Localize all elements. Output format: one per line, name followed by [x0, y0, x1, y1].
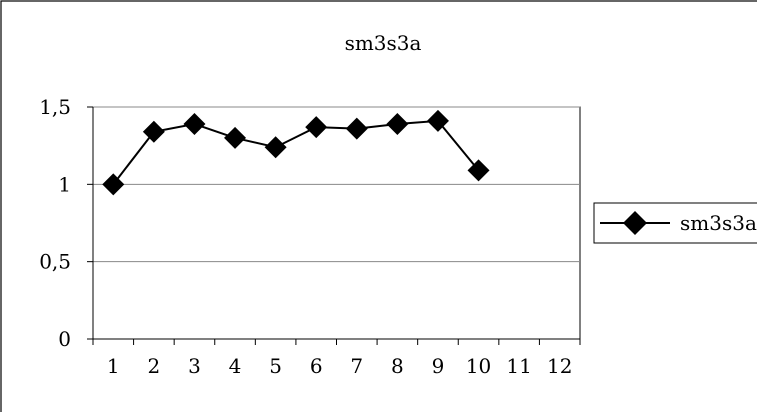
y-tick-label: 1 — [58, 172, 71, 196]
x-tick-label: 7 — [350, 354, 363, 378]
data-point-diamond — [345, 117, 368, 140]
series-sm3s3a — [102, 109, 490, 196]
data-point-diamond — [467, 159, 490, 182]
x-tick-label: 4 — [229, 354, 242, 378]
x-tick-label: 1 — [107, 354, 120, 378]
x-tick-label: 9 — [432, 354, 445, 378]
data-point-diamond — [264, 136, 287, 159]
y-tick-label: 0 — [58, 327, 71, 351]
x-tick-label: 6 — [310, 354, 323, 378]
data-point-diamond — [142, 120, 165, 143]
x-tick-label: 5 — [269, 354, 282, 378]
data-point-diamond — [305, 116, 328, 139]
x-tick-label: 3 — [188, 354, 201, 378]
x-tick-label: 2 — [148, 354, 161, 378]
data-point-diamond — [183, 113, 206, 136]
data-point-diamond — [386, 113, 409, 136]
series-line — [112, 119, 480, 185]
chart-title: sm3s3a — [345, 31, 422, 55]
y-tick-label: 1,5 — [39, 95, 71, 119]
plot-area — [92, 106, 581, 340]
legend: sm3s3a — [593, 202, 757, 244]
x-tick-label: 12 — [547, 354, 572, 378]
y-axis: 0 0,5 1 1,5 — [39, 95, 94, 351]
legend-marker-diamond-icon — [623, 211, 647, 235]
x-tick-label: 11 — [506, 354, 531, 378]
x-tick-label: 8 — [391, 354, 404, 378]
y-tick-label: 0,5 — [39, 250, 71, 274]
x-tick-label: 10 — [466, 354, 491, 378]
data-point-diamond — [224, 126, 247, 149]
data-point-diamond — [102, 173, 125, 196]
x-axis: 1 2 3 4 5 6 7 8 9 10 11 12 — [92, 338, 581, 378]
legend-label: sm3s3a — [680, 211, 757, 235]
data-point-diamond — [426, 109, 449, 132]
gridlines — [93, 106, 580, 263]
